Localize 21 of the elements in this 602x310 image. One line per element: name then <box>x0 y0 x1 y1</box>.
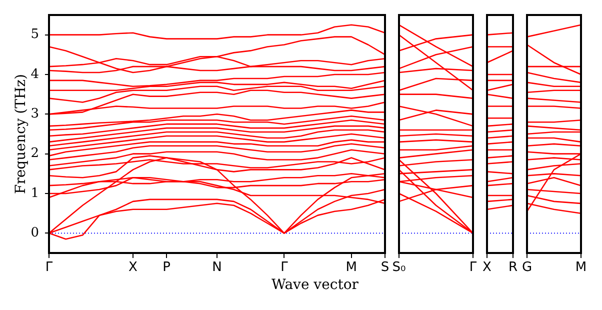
y-tick-label: 1 <box>30 186 39 201</box>
y-tick-label: 2 <box>30 146 39 162</box>
x-tick-label: X <box>128 260 138 276</box>
x-axis-title: Wave vector <box>270 277 360 293</box>
x-tick-label: S <box>380 260 390 276</box>
x-tick-label: P <box>162 260 171 276</box>
x-tick-label: X <box>482 260 492 276</box>
x-tick-label: Γ <box>45 260 54 276</box>
x-tick-label: R <box>508 260 518 276</box>
x-tick-label: G <box>522 260 532 276</box>
y-tick-label: 5 <box>30 27 39 42</box>
y-axis-title: Frequency (THz) <box>13 74 29 194</box>
y-tick-label: 4 <box>30 66 39 82</box>
y-tick-label: 3 <box>30 106 39 122</box>
x-tick-label: Γ <box>280 260 289 276</box>
x-tick-label: N <box>212 260 222 276</box>
x-tick-label: M <box>575 260 587 276</box>
x-tick-label: Γ <box>469 260 478 276</box>
x-tick-label: M <box>346 260 358 276</box>
x-tick-label: S₀ <box>392 260 406 276</box>
y-tick-label: 0 <box>30 226 39 241</box>
